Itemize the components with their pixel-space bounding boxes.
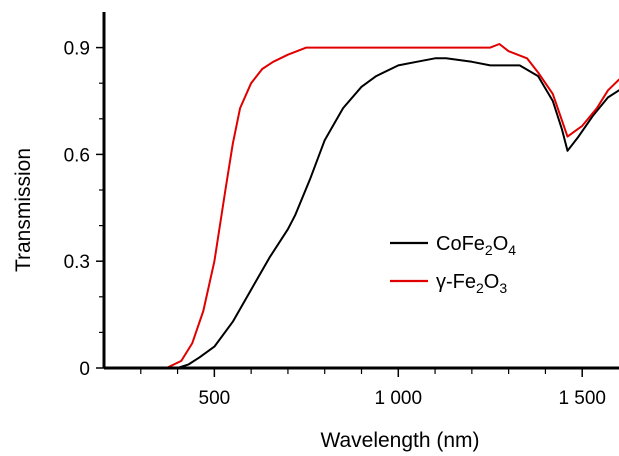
ticks-layer: 500 1 000 1 500 0 0.3 0.6 0.9 [64, 39, 606, 409]
axes-layer [102, 12, 619, 370]
series-layer [150, 43, 619, 368]
legend-label: CoFe2O4 [436, 233, 516, 258]
legend: CoFe2O4 γ-Fe2O3 [390, 233, 516, 296]
x-tick-label: 1 500 [558, 388, 606, 409]
x-axis-title: Wavelength (nm) [320, 429, 479, 452]
y-tick-label: 0 [79, 359, 90, 380]
series-line-cofe2o4 [154, 57, 619, 368]
y-tick-label: 0.6 [64, 145, 90, 166]
x-tick-label: 1 000 [375, 388, 423, 409]
x-tick-label: 500 [199, 388, 231, 409]
legend-label: γ-Fe2O3 [436, 271, 507, 296]
series-line-gamma-fe2o3 [150, 43, 619, 368]
y-tick-label: 0.3 [64, 252, 90, 273]
y-axis-title: Transmission [12, 148, 35, 272]
y-tick-label: 0.9 [64, 39, 90, 60]
